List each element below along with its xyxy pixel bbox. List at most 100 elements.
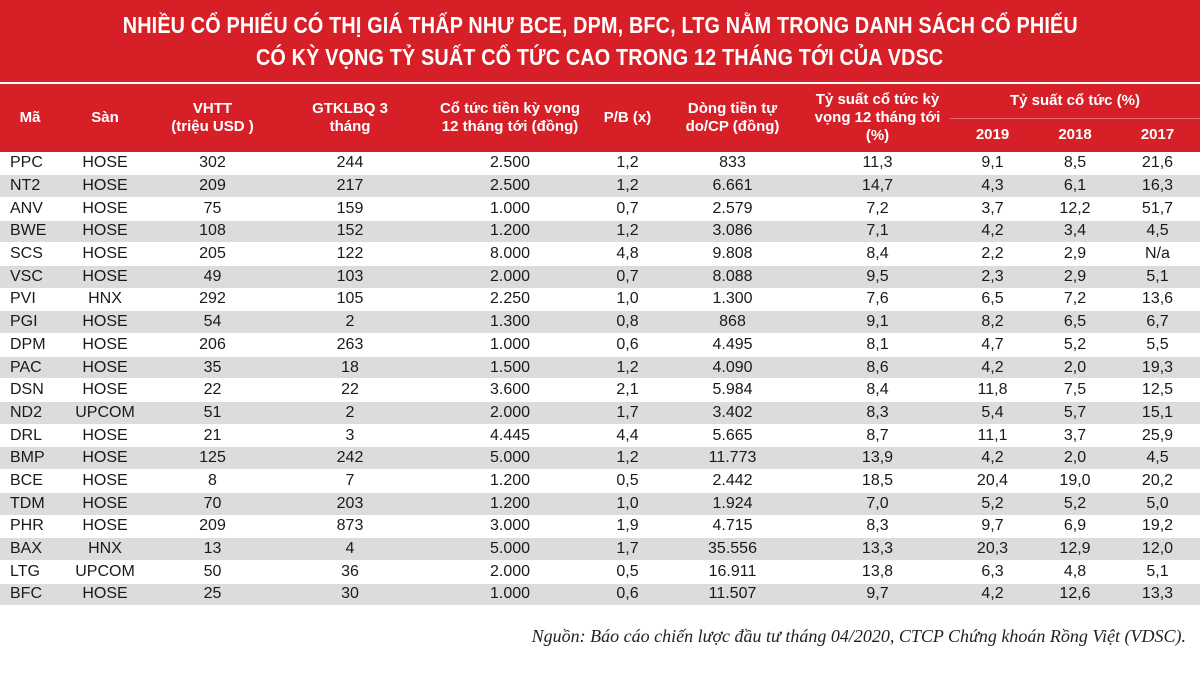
cell-expected-yield: 7,2 bbox=[805, 197, 950, 221]
cell-market-cap: 49 bbox=[150, 265, 275, 289]
cell-expected-yield: 7,1 bbox=[805, 220, 950, 244]
cell-expected-yield: 13,8 bbox=[805, 560, 950, 584]
cell-exchange: HOSE bbox=[60, 515, 150, 539]
cell-exchange: HOSE bbox=[60, 469, 150, 493]
cell-code: ND2 bbox=[0, 401, 60, 425]
cell-avg-volume: 217 bbox=[275, 174, 425, 198]
col-header-free-cash-flow: Dòng tiền tự do/CP (đồng) bbox=[660, 84, 805, 152]
cell-expected-dividend: 1.300 bbox=[425, 310, 595, 334]
cell-code: PAC bbox=[0, 356, 60, 380]
cell-exchange: HNX bbox=[60, 288, 150, 312]
cell-pb: 1,7 bbox=[595, 537, 660, 561]
cell-market-cap: 13 bbox=[150, 537, 275, 561]
cell-yield-2019: 11,1 bbox=[950, 424, 1035, 448]
cell-avg-volume: 4 bbox=[275, 537, 425, 561]
cell-market-cap: 75 bbox=[150, 197, 275, 221]
cell-avg-volume: 36 bbox=[275, 560, 425, 584]
cell-pb: 0,6 bbox=[595, 583, 660, 607]
cell-expected-dividend: 2.500 bbox=[425, 174, 595, 198]
cell-free-cash-flow: 35.556 bbox=[660, 537, 805, 561]
cell-yield-2018: 19,0 bbox=[1035, 469, 1115, 493]
cell-expected-yield: 8,3 bbox=[805, 401, 950, 425]
cell-pb: 1,0 bbox=[595, 492, 660, 516]
cell-expected-yield: 7,0 bbox=[805, 492, 950, 516]
cell-yield-2019: 8,2 bbox=[950, 310, 1035, 334]
table-row: DSN HOSE 22 22 3.600 2,1 5.984 8,4 11,8 7,5 12,5 bbox=[0, 378, 1200, 403]
cell-code: ANV bbox=[0, 197, 60, 221]
cell-yield-2019: 4,3 bbox=[950, 174, 1035, 198]
cell-yield-2019: 11,8 bbox=[950, 378, 1035, 403]
cell-pb: 1,9 bbox=[595, 515, 660, 539]
cell-expected-dividend: 1.200 bbox=[425, 492, 595, 516]
cell-yield-2019: 3,7 bbox=[950, 197, 1035, 221]
cell-pb: 1,0 bbox=[595, 288, 660, 312]
cell-market-cap: 21 bbox=[150, 424, 275, 448]
cell-code: NT2 bbox=[0, 174, 60, 198]
cell-yield-2018: 4,8 bbox=[1035, 560, 1115, 584]
cell-expected-yield: 8,6 bbox=[805, 356, 950, 380]
cell-pb: 4,4 bbox=[595, 424, 660, 448]
cell-exchange: HOSE bbox=[60, 492, 150, 516]
cell-expected-yield: 8,1 bbox=[805, 333, 950, 357]
table-row: BFC HOSE 25 30 1.000 0,6 11.507 9,7 4,2 12,6 13,3 bbox=[0, 583, 1200, 607]
cell-yield-2018: 6,5 bbox=[1035, 310, 1115, 334]
cell-free-cash-flow: 4.090 bbox=[660, 356, 805, 380]
cell-yield-2017: 13,3 bbox=[1115, 583, 1200, 607]
cell-avg-volume: 122 bbox=[275, 242, 425, 266]
cell-expected-yield: 13,3 bbox=[805, 537, 950, 561]
cell-yield-2018: 2,0 bbox=[1035, 356, 1115, 380]
cell-yield-2019: 4,7 bbox=[950, 333, 1035, 357]
cell-avg-volume: 152 bbox=[275, 220, 425, 244]
cell-pb: 0,5 bbox=[595, 469, 660, 493]
col-group-dividend-yield: Tỷ suất cổ tức (%) bbox=[950, 84, 1200, 119]
table-row: PHR HOSE 209 873 3.000 1,9 4.715 8,3 9,7 6,9 19,2 bbox=[0, 515, 1200, 539]
col-header-expected-dividend: Cổ tức tiền kỳ vọng 12 tháng tới (đồng) bbox=[425, 84, 595, 152]
cell-pb: 0,7 bbox=[595, 265, 660, 289]
table-row: BWE HOSE 108 152 1.200 1,2 3.086 7,1 4,2 3,4 4,5 bbox=[0, 220, 1200, 244]
col-header-expected-yield: Tỷ suất cổ tức kỳ vọng 12 tháng tới (%) bbox=[805, 84, 950, 152]
cell-expected-dividend: 8.000 bbox=[425, 242, 595, 266]
table-row: BMP HOSE 125 242 5.000 1,2 11.773 13,9 4,2 2,0 4,5 bbox=[0, 446, 1200, 471]
dividend-table: Mã Sàn VHTT (triệu USD ) GTKLBQ 3 tháng … bbox=[0, 84, 1200, 607]
cell-free-cash-flow: 5.984 bbox=[660, 378, 805, 403]
table-row: PPC HOSE 302 244 2.500 1,2 833 11,3 9,1 8,5 21,6 bbox=[0, 152, 1200, 176]
cell-pb: 2,1 bbox=[595, 378, 660, 403]
cell-pb: 4,8 bbox=[595, 242, 660, 266]
col-header-pb: P/B (x) bbox=[595, 84, 660, 152]
cell-expected-dividend: 2.250 bbox=[425, 288, 595, 312]
cell-code: DRL bbox=[0, 424, 60, 448]
cell-expected-dividend: 1.500 bbox=[425, 356, 595, 380]
cell-yield-2017: 21,6 bbox=[1115, 152, 1200, 176]
cell-yield-2018: 5,2 bbox=[1035, 333, 1115, 357]
cell-expected-dividend: 2.000 bbox=[425, 265, 595, 289]
cell-avg-volume: 244 bbox=[275, 152, 425, 176]
cell-expected-dividend: 1.200 bbox=[425, 220, 595, 244]
cell-expected-dividend: 2.500 bbox=[425, 152, 595, 176]
cell-yield-2019: 4,2 bbox=[950, 356, 1035, 380]
col-header-2017: 2017 bbox=[1115, 118, 1200, 152]
cell-code: PGI bbox=[0, 310, 60, 334]
cell-exchange: HOSE bbox=[60, 356, 150, 380]
cell-code: PHR bbox=[0, 515, 60, 539]
cell-avg-volume: 7 bbox=[275, 469, 425, 493]
cell-pb: 0,6 bbox=[595, 333, 660, 357]
cell-code: TDM bbox=[0, 492, 60, 516]
cell-free-cash-flow: 11.507 bbox=[660, 583, 805, 607]
cell-avg-volume: 2 bbox=[275, 401, 425, 425]
cell-pb: 1,2 bbox=[595, 220, 660, 244]
cell-yield-2017: 12,5 bbox=[1115, 378, 1200, 403]
cell-free-cash-flow: 4.495 bbox=[660, 333, 805, 357]
cell-pb: 1,7 bbox=[595, 401, 660, 425]
cell-yield-2019: 2,3 bbox=[950, 265, 1035, 289]
cell-yield-2019: 20,4 bbox=[950, 469, 1035, 493]
cell-exchange: HOSE bbox=[60, 152, 150, 176]
cell-avg-volume: 22 bbox=[275, 378, 425, 403]
cell-expected-dividend: 1.000 bbox=[425, 333, 595, 357]
cell-expected-dividend: 1.200 bbox=[425, 469, 595, 493]
cell-code: BWE bbox=[0, 220, 60, 244]
cell-code: PPC bbox=[0, 152, 60, 176]
cell-code: LTG bbox=[0, 560, 60, 584]
cell-yield-2017: 5,1 bbox=[1115, 560, 1200, 584]
cell-yield-2018: 2,9 bbox=[1035, 242, 1115, 266]
cell-pb: 1,2 bbox=[595, 152, 660, 176]
